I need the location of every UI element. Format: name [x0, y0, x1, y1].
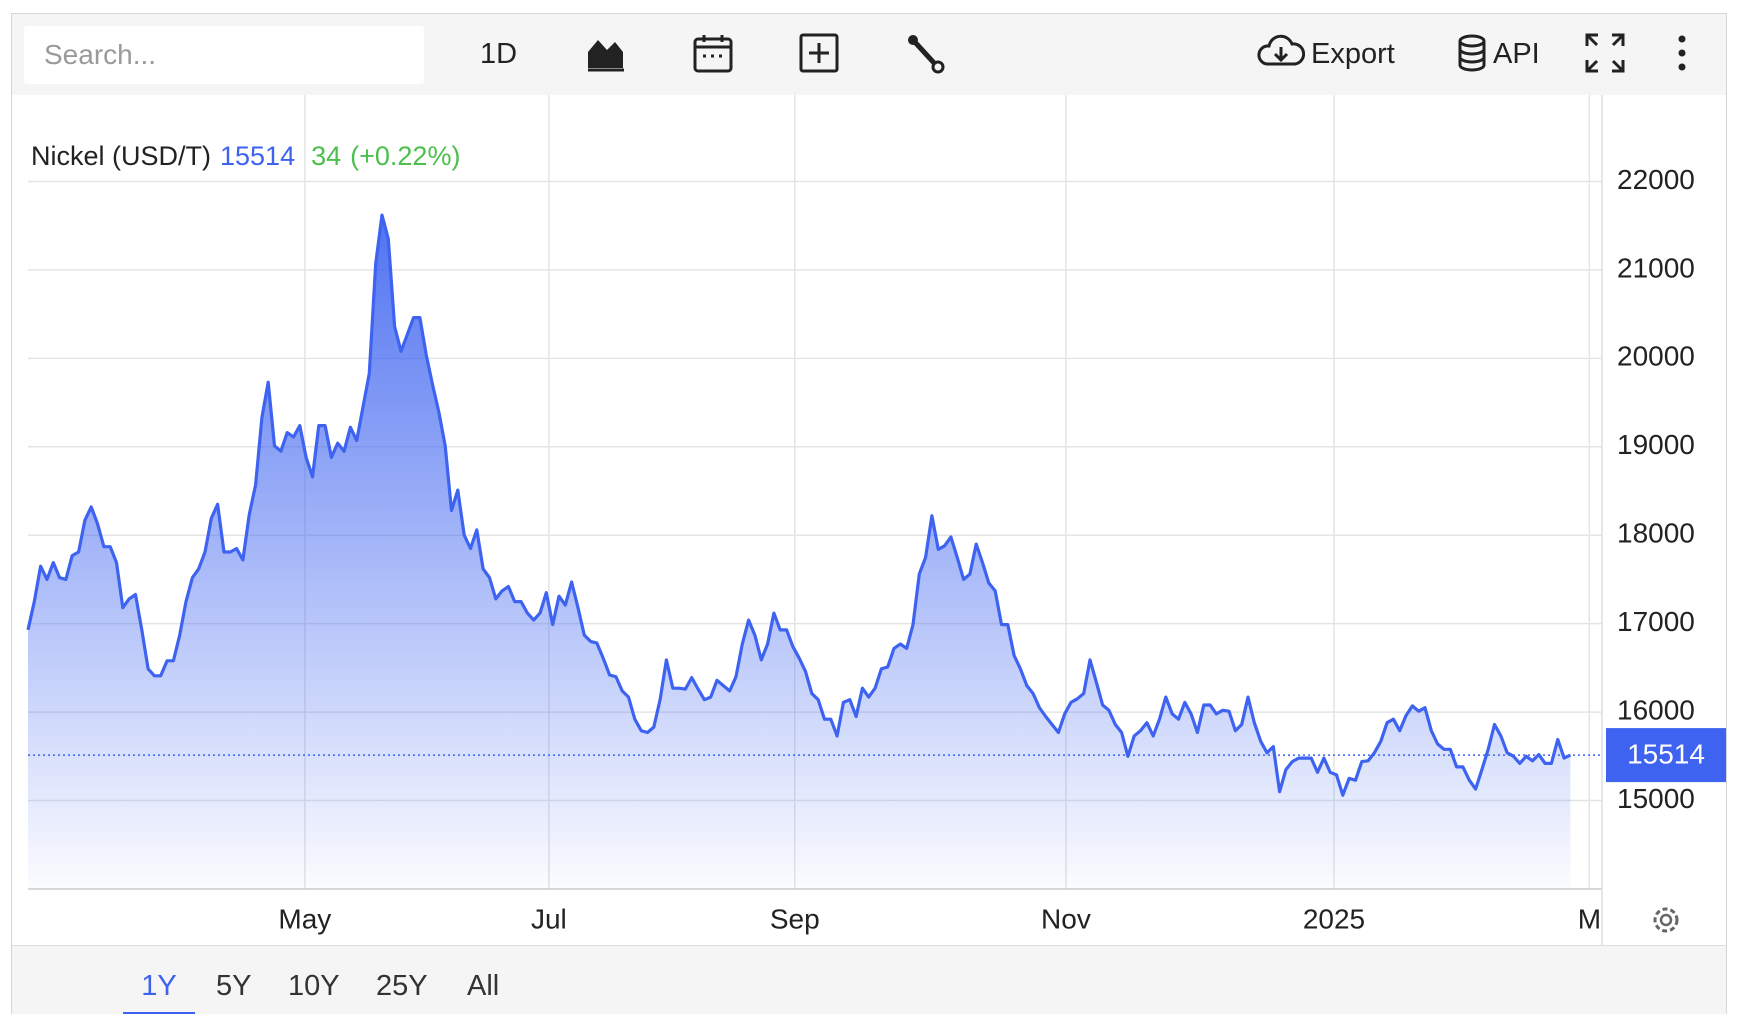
export-icon[interactable] — [1257, 32, 1305, 74]
settings-icon[interactable] — [1653, 907, 1679, 933]
price-line — [26, 213, 1572, 797]
x-tick-label: May — [278, 903, 331, 934]
x-tick-label: M — [1578, 903, 1601, 934]
last-price: 15514 — [220, 141, 295, 171]
toolbar: Search... 1D Export API — [12, 14, 1726, 95]
range-button[interactable]: 25Y — [376, 970, 428, 1002]
y-tick-label: 18000 — [1617, 518, 1695, 549]
range-bar: 1Y 5Y 10Y 25Y All — [12, 945, 1726, 1014]
y-tick-label: 20000 — [1617, 341, 1695, 372]
chart-title: Nickel (USD/T) — [31, 141, 211, 171]
range-button[interactable]: 5Y — [216, 970, 252, 1002]
export-button[interactable]: Export — [1311, 38, 1395, 70]
last-price-label: 15514 — [1627, 738, 1705, 769]
y-tick-label: 15000 — [1617, 783, 1695, 814]
range-button[interactable]: All — [467, 970, 500, 1002]
chart-type-icon[interactable] — [585, 32, 627, 74]
last-price-box — [1606, 728, 1726, 783]
price-change-pct: (+0.22%) — [350, 141, 460, 171]
tools-icon[interactable] — [905, 32, 947, 74]
date-icon[interactable] — [692, 32, 734, 74]
y-tick-label: 22000 — [1617, 164, 1695, 195]
price-change: 34 — [311, 141, 341, 171]
y-tick-label: 17000 — [1617, 606, 1695, 637]
fullscreen-icon[interactable] — [1584, 32, 1626, 74]
x-tick-label: Nov — [1041, 903, 1091, 934]
api-icon[interactable] — [1457, 32, 1487, 74]
y-tick-label: 16000 — [1617, 695, 1695, 726]
x-tick-label: Jul — [531, 903, 567, 934]
api-button[interactable]: API — [1493, 38, 1540, 70]
range-button[interactable]: 1Y — [123, 946, 195, 1014]
area-fill — [28, 215, 1571, 890]
compare-icon[interactable] — [798, 32, 840, 74]
range-button[interactable]: 10Y — [288, 970, 340, 1002]
y-tick-label: 21000 — [1617, 252, 1695, 283]
interval-button[interactable]: 1D — [480, 38, 518, 70]
x-tick-label: 2025 — [1303, 903, 1365, 934]
menu-icon[interactable] — [1674, 32, 1690, 74]
search-box[interactable]: Search... — [24, 26, 424, 84]
y-tick-label: 19000 — [1617, 429, 1695, 460]
x-tick-label: Sep — [770, 903, 820, 934]
